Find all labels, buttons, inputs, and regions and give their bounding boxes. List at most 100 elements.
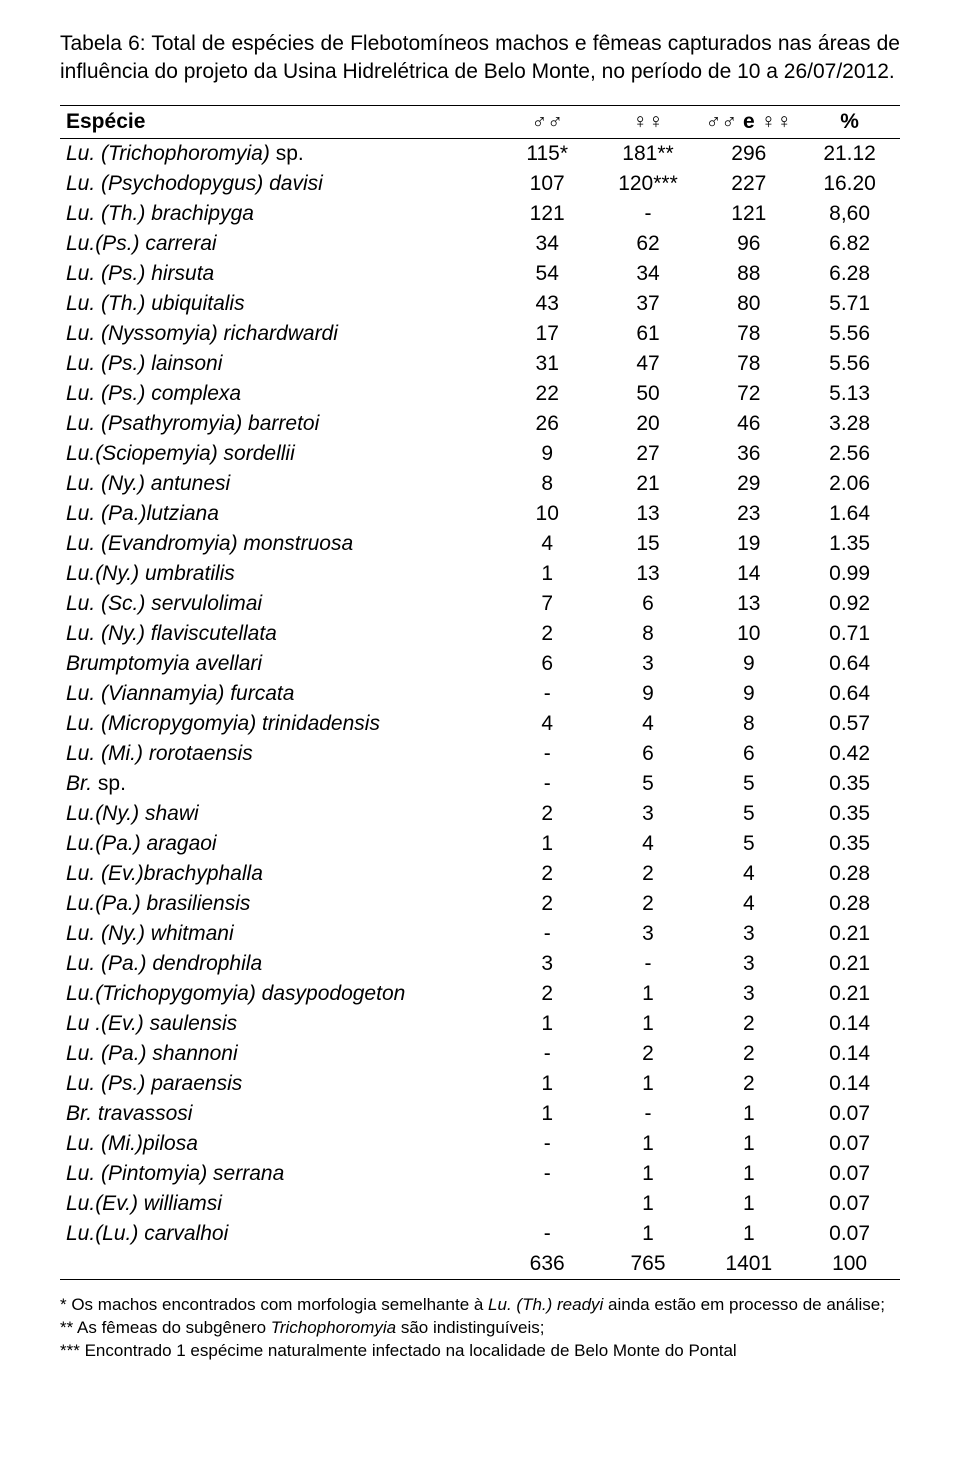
cell-total: 19 — [698, 529, 799, 559]
cell-total: 5 — [698, 829, 799, 859]
cell-males: 10 — [497, 499, 598, 529]
table-row: Lu. (Evandromyia) monstruosa415191.35 — [60, 529, 900, 559]
table-row: Br. travassosi1-10.07 — [60, 1099, 900, 1129]
cell-total: 2 — [698, 1009, 799, 1039]
cell-pct: 100 — [799, 1249, 900, 1280]
cell-total: 1 — [698, 1219, 799, 1249]
cell-species: Lu. (Th.) brachipyga — [60, 199, 497, 229]
cell-total: 3 — [698, 979, 799, 1009]
table-row: Lu.(Pa.) aragaoi1450.35 — [60, 829, 900, 859]
cell-males: - — [497, 919, 598, 949]
cell-species: Lu. (Ny.) whitmani — [60, 919, 497, 949]
cell-females: 50 — [598, 379, 699, 409]
cell-pct: 0.42 — [799, 739, 900, 769]
table-row: Lu. (Psathyromyia) barretoi2620463.28 — [60, 409, 900, 439]
table-row: Lu. (Viannamyia) furcata-990.64 — [60, 679, 900, 709]
cell-total: 78 — [698, 349, 799, 379]
table-body: Lu. (Trichophoromyia) sp.115*181**29621.… — [60, 138, 900, 1279]
cell-pct: 6.28 — [799, 259, 900, 289]
cell-pct: 0.07 — [799, 1129, 900, 1159]
cell-males: 2 — [497, 889, 598, 919]
cell-pct: 0.28 — [799, 859, 900, 889]
table-footnotes: * Os machos encontrados com morfologia s… — [60, 1294, 900, 1363]
table-row: Lu. (Nyssomyia) richardwardi1761785.56 — [60, 319, 900, 349]
cell-species: Lu. (Sc.) servulolimai — [60, 589, 497, 619]
cell-pct: 0.21 — [799, 979, 900, 1009]
col-females: ♀♀ — [598, 105, 699, 138]
table-header-row: Espécie ♂♂ ♀♀ ♂♂ e ♀♀ % — [60, 105, 900, 138]
cell-total: 4 — [698, 889, 799, 919]
cell-pct: 0.35 — [799, 829, 900, 859]
cell-males: 636 — [497, 1249, 598, 1280]
cell-species: Lu. (Evandromyia) monstruosa — [60, 529, 497, 559]
cell-pct: 0.07 — [799, 1159, 900, 1189]
cell-species: Lu.(Sciopemyia) sordellii — [60, 439, 497, 469]
cell-species: Lu. (Pa.) shannoni — [60, 1039, 497, 1069]
cell-males: 1 — [497, 559, 598, 589]
cell-species: Lu. (Ny.) antunesi — [60, 469, 497, 499]
cell-total: 227 — [698, 169, 799, 199]
table-row: Lu. (Ps.) complexa2250725.13 — [60, 379, 900, 409]
cell-females: 62 — [598, 229, 699, 259]
cell-males: 22 — [497, 379, 598, 409]
table-row: Lu. (Th.) brachipyga121-1218,60 — [60, 199, 900, 229]
cell-pct: 0.71 — [799, 619, 900, 649]
cell-species: Lu. (Mi.)pilosa — [60, 1129, 497, 1159]
cell-species: Lu. (Ps.) hirsuta — [60, 259, 497, 289]
species-table: Espécie ♂♂ ♀♀ ♂♂ e ♀♀ % Lu. (Trichophoro… — [60, 105, 900, 1280]
cell-males: 107 — [497, 169, 598, 199]
cell-males: 26 — [497, 409, 598, 439]
cell-total: 296 — [698, 138, 799, 169]
cell-pct: 0.92 — [799, 589, 900, 619]
cell-total: 3 — [698, 949, 799, 979]
table-row: Lu.(Pa.) brasiliensis2240.28 — [60, 889, 900, 919]
table-row: Lu. (Trichophoromyia) sp.115*181**29621.… — [60, 138, 900, 169]
page: Tabela 6: Total de espécies de Flebotomí… — [0, 0, 960, 1403]
cell-species: Lu. (Viannamyia) furcata — [60, 679, 497, 709]
cell-pct: 5.13 — [799, 379, 900, 409]
cell-males: 2 — [497, 859, 598, 889]
cell-pct: 0.21 — [799, 919, 900, 949]
cell-species: Lu. (Ps.) complexa — [60, 379, 497, 409]
table-row: Lu.(Lu.) carvalhoi-110.07 — [60, 1219, 900, 1249]
cell-females: 1 — [598, 1219, 699, 1249]
cell-males: - — [497, 1129, 598, 1159]
cell-pct: 0.28 — [799, 889, 900, 919]
cell-pct: 0.14 — [799, 1009, 900, 1039]
cell-males: 54 — [497, 259, 598, 289]
cell-species: Lu. (Pintomyia) serrana — [60, 1159, 497, 1189]
cell-females: 4 — [598, 829, 699, 859]
cell-females: 1 — [598, 1159, 699, 1189]
cell-species: Lu. (Psathyromyia) barretoi — [60, 409, 497, 439]
table-row: Lu. (Ps.) hirsuta5434886.28 — [60, 259, 900, 289]
cell-species: Lu. (Psychodopygus) davisi — [60, 169, 497, 199]
cell-males: 121 — [497, 199, 598, 229]
cell-females: 1 — [598, 1069, 699, 1099]
cell-females: 3 — [598, 799, 699, 829]
table-row: Lu. (Pa.) dendrophila3-30.21 — [60, 949, 900, 979]
cell-total: 96 — [698, 229, 799, 259]
cell-species: Lu.(Ev.) williamsi — [60, 1189, 497, 1219]
col-pct: % — [799, 105, 900, 138]
cell-total: 6 — [698, 739, 799, 769]
table-row: Lu. (Mi.) rorotaensis-660.42 — [60, 739, 900, 769]
table-row: Lu. (Ny.) whitmani-330.21 — [60, 919, 900, 949]
cell-species: Lu.(Ny.) umbratilis — [60, 559, 497, 589]
cell-total: 9 — [698, 679, 799, 709]
cell-pct: 0.21 — [799, 949, 900, 979]
cell-males: - — [497, 679, 598, 709]
cell-total: 121 — [698, 199, 799, 229]
cell-females: 9 — [598, 679, 699, 709]
table-row: Lu. (Ps.) paraensis1120.14 — [60, 1069, 900, 1099]
cell-species — [60, 1249, 497, 1280]
cell-species: Brumptomyia avellari — [60, 649, 497, 679]
cell-pct: 0.14 — [799, 1069, 900, 1099]
cell-pct: 0.64 — [799, 679, 900, 709]
cell-females: 6 — [598, 739, 699, 769]
cell-females: 6 — [598, 589, 699, 619]
cell-females: 20 — [598, 409, 699, 439]
cell-total: 46 — [698, 409, 799, 439]
cell-pct: 16.20 — [799, 169, 900, 199]
cell-males: - — [497, 1219, 598, 1249]
cell-species: Br. sp. — [60, 769, 497, 799]
